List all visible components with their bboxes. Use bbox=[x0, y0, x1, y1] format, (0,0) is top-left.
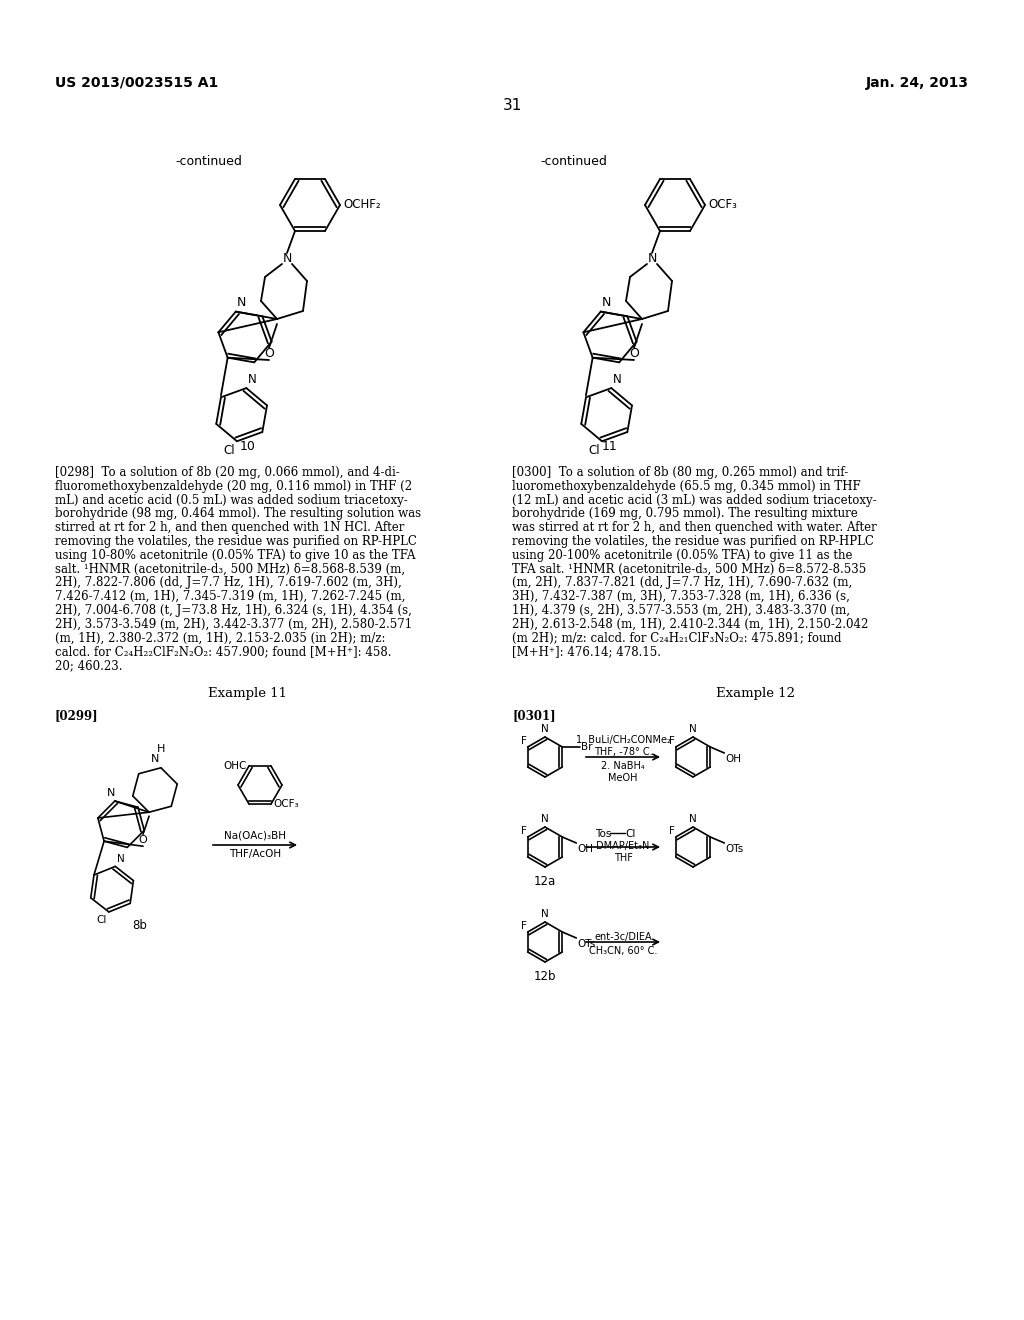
Text: Cl: Cl bbox=[223, 445, 234, 457]
Text: F: F bbox=[521, 737, 526, 746]
Text: using 20-100% acetonitrile (0.05% TFA) to give 11 as the: using 20-100% acetonitrile (0.05% TFA) t… bbox=[512, 549, 853, 562]
Text: Br: Br bbox=[582, 742, 593, 752]
Text: THF, -78° C.: THF, -78° C. bbox=[594, 747, 652, 756]
Text: F: F bbox=[521, 826, 526, 836]
Text: N: N bbox=[118, 854, 125, 865]
Text: 31: 31 bbox=[503, 98, 521, 114]
Text: THF/AcOH: THF/AcOH bbox=[229, 849, 281, 859]
Text: OTs: OTs bbox=[578, 939, 596, 949]
Text: (m, 2H), 7.837-7.821 (dd, J=7.7 Hz, 1H), 7.690-7.632 (m,: (m, 2H), 7.837-7.821 (dd, J=7.7 Hz, 1H),… bbox=[512, 577, 852, 590]
Text: stirred at rt for 2 h, and then quenched with 1N HCl. After: stirred at rt for 2 h, and then quenched… bbox=[55, 521, 404, 535]
Text: (m 2H); m/z: calcd. for C₂₄H₂₁ClF₃N₂O₂: 475.891; found: (m 2H); m/z: calcd. for C₂₄H₂₁ClF₃N₂O₂: … bbox=[512, 631, 842, 644]
Text: was stirred at rt for 2 h, and then quenched with water. After: was stirred at rt for 2 h, and then quen… bbox=[512, 521, 877, 535]
Text: Example 11: Example 11 bbox=[209, 686, 288, 700]
Text: F: F bbox=[669, 826, 675, 836]
Text: CH₃CN, 60° C.: CH₃CN, 60° C. bbox=[589, 946, 657, 956]
Text: 20; 460.23.: 20; 460.23. bbox=[55, 659, 123, 672]
Text: MeOH: MeOH bbox=[608, 774, 638, 783]
Text: 12b: 12b bbox=[534, 970, 556, 983]
Text: calcd. for C₂₄H₂₂ClF₂N₂O₂: 457.900; found [M+H⁺]: 458.: calcd. for C₂₄H₂₂ClF₂N₂O₂: 457.900; foun… bbox=[55, 645, 391, 659]
Text: N: N bbox=[541, 723, 549, 734]
Text: 2H), 7.004-6.708 (t, J=73.8 Hz, 1H), 6.324 (s, 1H), 4.354 (s,: 2H), 7.004-6.708 (t, J=73.8 Hz, 1H), 6.3… bbox=[55, 605, 412, 616]
Text: 1. BuLi/CH₂CONMe₂: 1. BuLi/CH₂CONMe₂ bbox=[575, 735, 671, 744]
Text: [M+H⁺]: 476.14; 478.15.: [M+H⁺]: 476.14; 478.15. bbox=[512, 645, 662, 659]
Text: -continued: -continued bbox=[175, 154, 242, 168]
Text: removing the volatiles, the residue was purified on RP-HPLC: removing the volatiles, the residue was … bbox=[55, 535, 417, 548]
Text: N: N bbox=[613, 374, 623, 385]
Text: DMAP/Et₃N: DMAP/Et₃N bbox=[596, 841, 649, 851]
Text: OCF₃: OCF₃ bbox=[708, 198, 737, 211]
Text: H: H bbox=[157, 743, 165, 754]
Text: 7.426-7.412 (m, 1H), 7.345-7.319 (m, 1H), 7.262-7.245 (m,: 7.426-7.412 (m, 1H), 7.345-7.319 (m, 1H)… bbox=[55, 590, 406, 603]
Text: THF: THF bbox=[613, 853, 633, 863]
Text: -continued: -continued bbox=[540, 154, 607, 168]
Text: OCF₃: OCF₃ bbox=[273, 799, 299, 809]
Text: borohydride (98 mg, 0.464 mmol). The resulting solution was: borohydride (98 mg, 0.464 mmol). The res… bbox=[55, 507, 421, 520]
Text: borohydride (169 mg, 0.795 mmol). The resulting mixture: borohydride (169 mg, 0.795 mmol). The re… bbox=[512, 507, 858, 520]
Text: 1H), 4.379 (s, 2H), 3.577-3.553 (m, 2H), 3.483-3.370 (m,: 1H), 4.379 (s, 2H), 3.577-3.553 (m, 2H),… bbox=[512, 605, 850, 616]
Text: US 2013/0023515 A1: US 2013/0023515 A1 bbox=[55, 77, 218, 90]
Text: 8b: 8b bbox=[132, 919, 147, 932]
Text: [0301]: [0301] bbox=[512, 709, 556, 722]
Text: Cl: Cl bbox=[625, 829, 635, 840]
Text: Na(OAc)₃BH: Na(OAc)₃BH bbox=[224, 832, 286, 841]
Text: OH: OH bbox=[725, 754, 741, 764]
Text: O: O bbox=[264, 347, 274, 360]
Text: salt. ¹HNMR (acetonitrile-d₃, 500 MHz) δ=8.568-8.539 (m,: salt. ¹HNMR (acetonitrile-d₃, 500 MHz) δ… bbox=[55, 562, 406, 576]
Text: TFA salt. ¹HNMR (acetonitrile-d₃, 500 MHz) δ=8.572-8.535: TFA salt. ¹HNMR (acetonitrile-d₃, 500 MH… bbox=[512, 562, 866, 576]
Text: F: F bbox=[669, 737, 675, 746]
Text: 10: 10 bbox=[240, 440, 256, 453]
Text: Cl: Cl bbox=[96, 915, 106, 925]
Text: removing the volatiles, the residue was purified on RP-HPLC: removing the volatiles, the residue was … bbox=[512, 535, 873, 548]
Text: using 10-80% acetonitrile (0.05% TFA) to give 10 as the TFA: using 10-80% acetonitrile (0.05% TFA) to… bbox=[55, 549, 416, 562]
Text: OCHF₂: OCHF₂ bbox=[343, 198, 381, 211]
Text: 2. NaBH₄: 2. NaBH₄ bbox=[601, 762, 645, 771]
Text: N: N bbox=[237, 296, 246, 309]
Text: Cl: Cl bbox=[589, 445, 600, 457]
Text: 2H), 7.822-7.806 (dd, J=7.7 Hz, 1H), 7.619-7.602 (m, 3H),: 2H), 7.822-7.806 (dd, J=7.7 Hz, 1H), 7.6… bbox=[55, 577, 401, 590]
Text: (m, 1H), 2.380-2.372 (m, 1H), 2.153-2.035 (in 2H); m/z:: (m, 1H), 2.380-2.372 (m, 1H), 2.153-2.03… bbox=[55, 631, 385, 644]
Text: [0298]  To a solution of 8b (20 mg, 0.066 mmol), and 4-di-: [0298] To a solution of 8b (20 mg, 0.066… bbox=[55, 466, 399, 479]
Text: N: N bbox=[283, 252, 292, 265]
Text: N: N bbox=[689, 814, 697, 824]
Text: O: O bbox=[629, 347, 639, 360]
Text: N: N bbox=[106, 788, 115, 799]
Text: luoromethoxybenzaldehyde (65.5 mg, 0.345 mmol) in THF: luoromethoxybenzaldehyde (65.5 mg, 0.345… bbox=[512, 479, 861, 492]
Text: mL) and acetic acid (0.5 mL) was added sodium triacetoxy-: mL) and acetic acid (0.5 mL) was added s… bbox=[55, 494, 408, 507]
Text: Jan. 24, 2013: Jan. 24, 2013 bbox=[866, 77, 969, 90]
Text: OTs: OTs bbox=[725, 843, 743, 854]
Text: N: N bbox=[602, 296, 611, 309]
Text: 2H), 3.573-3.549 (m, 2H), 3.442-3.377 (m, 2H), 2.580-2.571: 2H), 3.573-3.549 (m, 2H), 3.442-3.377 (m… bbox=[55, 618, 412, 631]
Text: [0299]: [0299] bbox=[55, 709, 98, 722]
Text: N: N bbox=[151, 754, 159, 764]
Text: [0300]  To a solution of 8b (80 mg, 0.265 mmol) and trif-: [0300] To a solution of 8b (80 mg, 0.265… bbox=[512, 466, 848, 479]
Text: fluoromethoxybenzaldehyde (20 mg, 0.116 mmol) in THF (2: fluoromethoxybenzaldehyde (20 mg, 0.116 … bbox=[55, 479, 412, 492]
Text: N: N bbox=[647, 252, 656, 265]
Text: ent-3c/DIEA: ent-3c/DIEA bbox=[594, 932, 652, 942]
Text: (12 mL) and acetic acid (3 mL) was added sodium triacetoxy-: (12 mL) and acetic acid (3 mL) was added… bbox=[512, 494, 877, 507]
Text: OH: OH bbox=[578, 843, 593, 854]
Text: 3H), 7.432-7.387 (m, 3H), 7.353-7.328 (m, 1H), 6.336 (s,: 3H), 7.432-7.387 (m, 3H), 7.353-7.328 (m… bbox=[512, 590, 850, 603]
Text: O: O bbox=[138, 836, 147, 845]
Text: 2H), 2.613-2.548 (m, 1H), 2.410-2.344 (m, 1H), 2.150-2.042: 2H), 2.613-2.548 (m, 1H), 2.410-2.344 (m… bbox=[512, 618, 868, 631]
Text: N: N bbox=[541, 814, 549, 824]
Text: N: N bbox=[689, 723, 697, 734]
Text: OHC: OHC bbox=[223, 760, 247, 771]
Text: Tos: Tos bbox=[595, 829, 611, 840]
Text: N: N bbox=[541, 909, 549, 919]
Text: 11: 11 bbox=[602, 440, 617, 453]
Text: F: F bbox=[521, 921, 526, 931]
Text: 12a: 12a bbox=[534, 875, 556, 888]
Text: N: N bbox=[249, 374, 257, 385]
Text: Example 12: Example 12 bbox=[716, 686, 795, 700]
